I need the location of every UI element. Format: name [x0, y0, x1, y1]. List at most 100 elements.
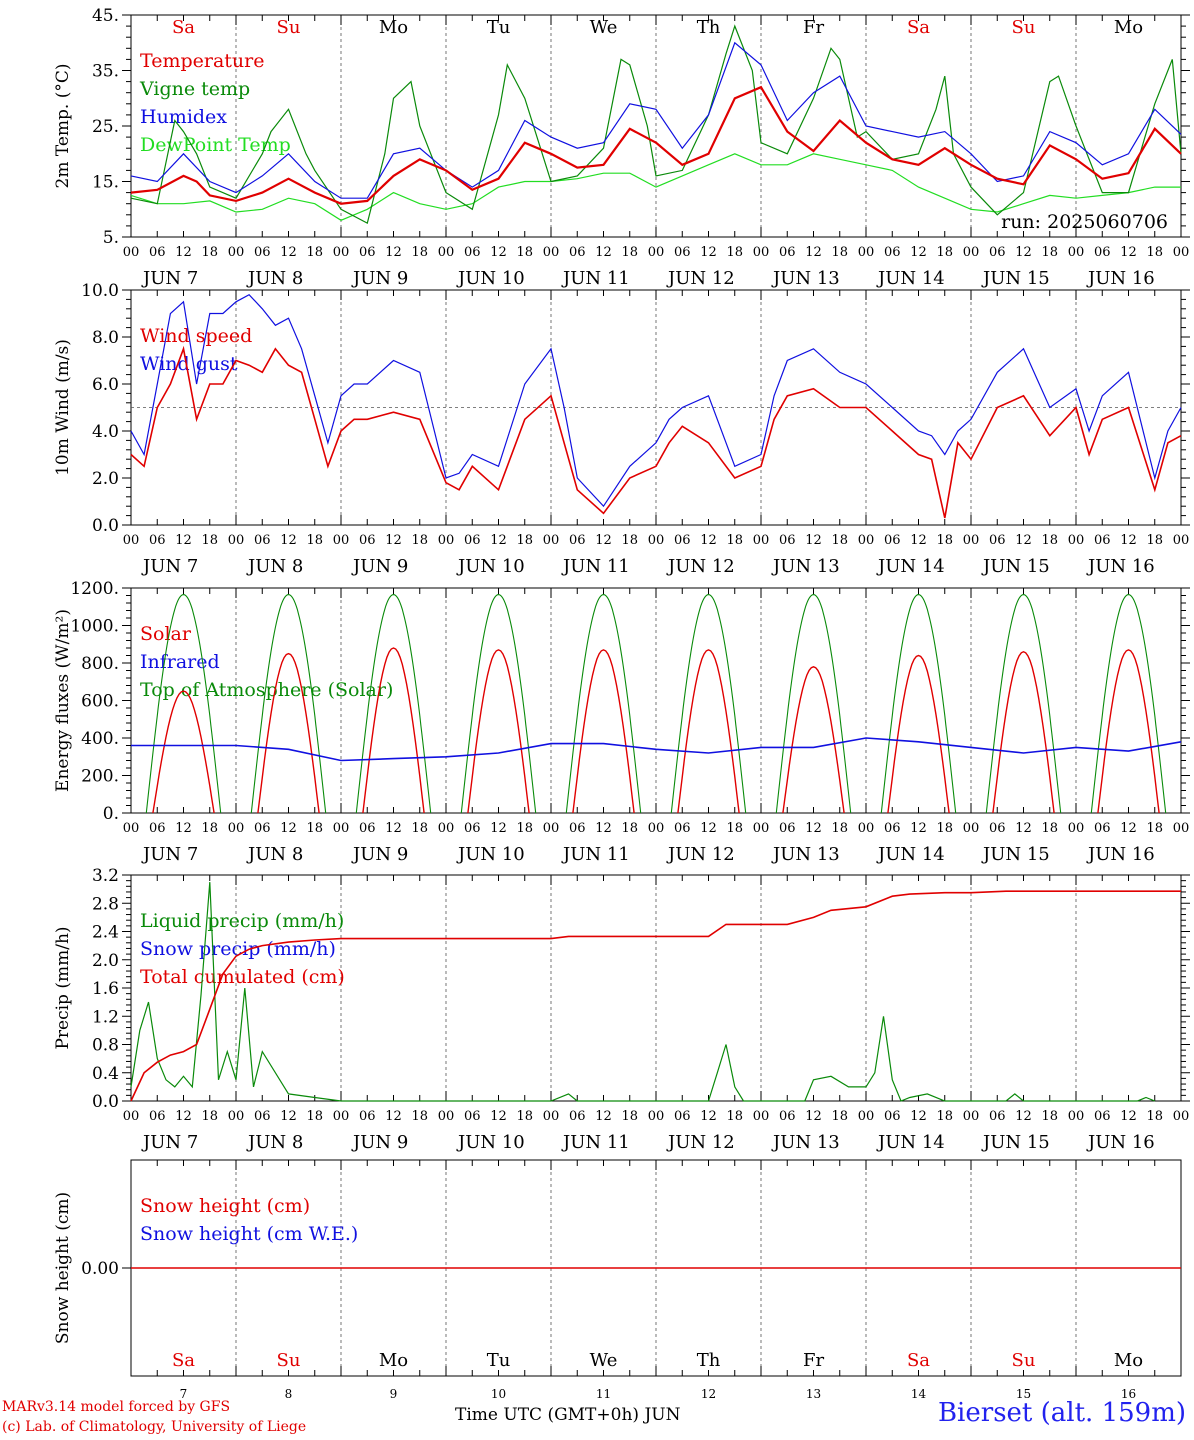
y-tick-label: 2.0	[92, 951, 119, 971]
toa-solar-curve	[250, 594, 327, 814]
date-number: 7	[180, 1387, 188, 1401]
hour-tick-label: 06	[359, 245, 376, 260]
hour-tick-label: 18	[1146, 821, 1163, 836]
y-tick-label: 15.	[92, 173, 119, 193]
hour-tick-label: 12	[805, 533, 822, 548]
hour-tick-label: 00	[648, 533, 665, 548]
hour-tick-label: 18	[1146, 1109, 1163, 1124]
hour-tick-label: 18	[516, 533, 533, 548]
hour-tick-label: 06	[674, 1109, 691, 1124]
date-number: 8	[285, 1387, 293, 1401]
date-label: JUN 15	[981, 844, 1050, 865]
hour-tick-label: 06	[1094, 821, 1111, 836]
y-tick-label: 1.2	[92, 1007, 119, 1027]
hour-tick-label: 00	[963, 821, 980, 836]
date-label: JUN 14	[876, 844, 945, 865]
wind-speed-line	[130, 345, 1182, 519]
hour-tick-label: 18	[621, 1109, 638, 1124]
date-label: JUN 7	[141, 1132, 198, 1153]
date-label: JUN 9	[351, 556, 408, 577]
solar-curve	[362, 647, 425, 814]
hour-tick-label: 06	[1094, 245, 1111, 260]
hour-tick-label: 12	[175, 533, 192, 548]
hour-tick-label: 12	[1120, 533, 1137, 548]
hour-tick-label: 00	[333, 533, 350, 548]
y-tick-label: 0.0	[92, 516, 119, 536]
hour-tick-label: 00	[858, 245, 875, 260]
hour-tick-label: 12	[280, 533, 297, 548]
hour-tick-label: 06	[464, 533, 481, 548]
hour-tick-label: 18	[516, 821, 533, 836]
solar-curve	[257, 652, 320, 814]
y-tick-label: 0.4	[92, 1064, 119, 1084]
hour-tick-label: 06	[884, 821, 901, 836]
temp-series-line	[130, 153, 1181, 221]
hour-tick-label: 12	[490, 245, 507, 260]
hour-tick-label: 12	[805, 245, 822, 260]
hour-tick-label: 18	[1041, 1109, 1058, 1124]
y-tick-label: 2.8	[92, 894, 119, 914]
date-number: 13	[806, 1387, 821, 1401]
x-axis-title: Time UTC (GMT+0h) JUN	[455, 1405, 681, 1425]
run-annotation: run: 2025060706	[1001, 211, 1168, 233]
hour-tick-label: 18	[411, 821, 428, 836]
hour-tick-label: 12	[700, 245, 717, 260]
hour-tick-label: 12	[1120, 1109, 1137, 1124]
legend-entry: Solar	[140, 623, 192, 645]
hour-tick-label: 12	[280, 1109, 297, 1124]
date-label: JUN 15	[981, 268, 1050, 289]
hour-tick-label: 18	[621, 821, 638, 836]
day-name: Mo	[379, 17, 408, 38]
y-axis-label: 2m Temp. (°C)	[53, 63, 73, 188]
hour-tick-label: 12	[280, 821, 297, 836]
hour-tick-label: 00	[1068, 1109, 1085, 1124]
hour-tick-label: 06	[989, 821, 1006, 836]
date-label: JUN 14	[876, 556, 945, 577]
hour-tick-label: 06	[569, 533, 586, 548]
hour-tick-label: 18	[516, 1109, 533, 1124]
hour-tick-label: 12	[595, 821, 612, 836]
y-tick-label: 6.0	[92, 375, 119, 395]
hour-tick-label: 12	[490, 533, 507, 548]
hour-tick-label: 18	[936, 821, 953, 836]
y-tick-label: 4.0	[92, 422, 119, 442]
date-number: 9	[390, 1387, 398, 1401]
hour-tick-label: 06	[254, 821, 271, 836]
hour-tick-label: 18	[621, 533, 638, 548]
hour-tick-label: 12	[175, 821, 192, 836]
hour-tick-label: 18	[516, 245, 533, 260]
hour-tick-label: 06	[569, 821, 586, 836]
solar-curve	[782, 666, 845, 814]
legend-entry: Total cumulated (cm)	[140, 966, 345, 988]
hour-tick-label: 18	[831, 821, 848, 836]
date-label: JUN 7	[141, 844, 198, 865]
y-tick-label: 400.	[81, 729, 119, 749]
hour-tick-label: 06	[779, 533, 796, 548]
hour-tick-label: 18	[936, 245, 953, 260]
legend-entry: Snow precip (mm/h)	[140, 938, 336, 960]
hour-tick-label: 06	[884, 533, 901, 548]
hour-tick-label: 00	[858, 533, 875, 548]
date-label: JUN 13	[771, 268, 840, 289]
date-label: JUN 8	[246, 268, 303, 289]
hour-tick-label: 00	[648, 1109, 665, 1124]
legend-entry: Temperature	[140, 50, 264, 72]
legend-entry: Wind speed	[140, 325, 252, 347]
toa-solar-curve	[355, 594, 432, 814]
hour-tick-label: 00	[1173, 533, 1190, 548]
hour-tick-label: 00	[753, 533, 770, 548]
legend-entry: Humidex	[140, 106, 227, 128]
date-label: JUN 10	[456, 556, 525, 577]
hour-tick-label: 00	[438, 245, 455, 260]
y-tick-label: 25.	[92, 117, 119, 137]
toa-solar-curve	[460, 594, 537, 814]
y-tick-label: 2.0	[92, 469, 119, 489]
hour-tick-label: 00	[438, 533, 455, 548]
hour-tick-label: 00	[1068, 533, 1085, 548]
infrared-line	[131, 737, 1182, 762]
hour-tick-label: 12	[595, 533, 612, 548]
hour-tick-label: 06	[989, 1109, 1006, 1124]
hour-tick-label: 00	[333, 245, 350, 260]
date-label: JUN 8	[246, 1132, 303, 1153]
